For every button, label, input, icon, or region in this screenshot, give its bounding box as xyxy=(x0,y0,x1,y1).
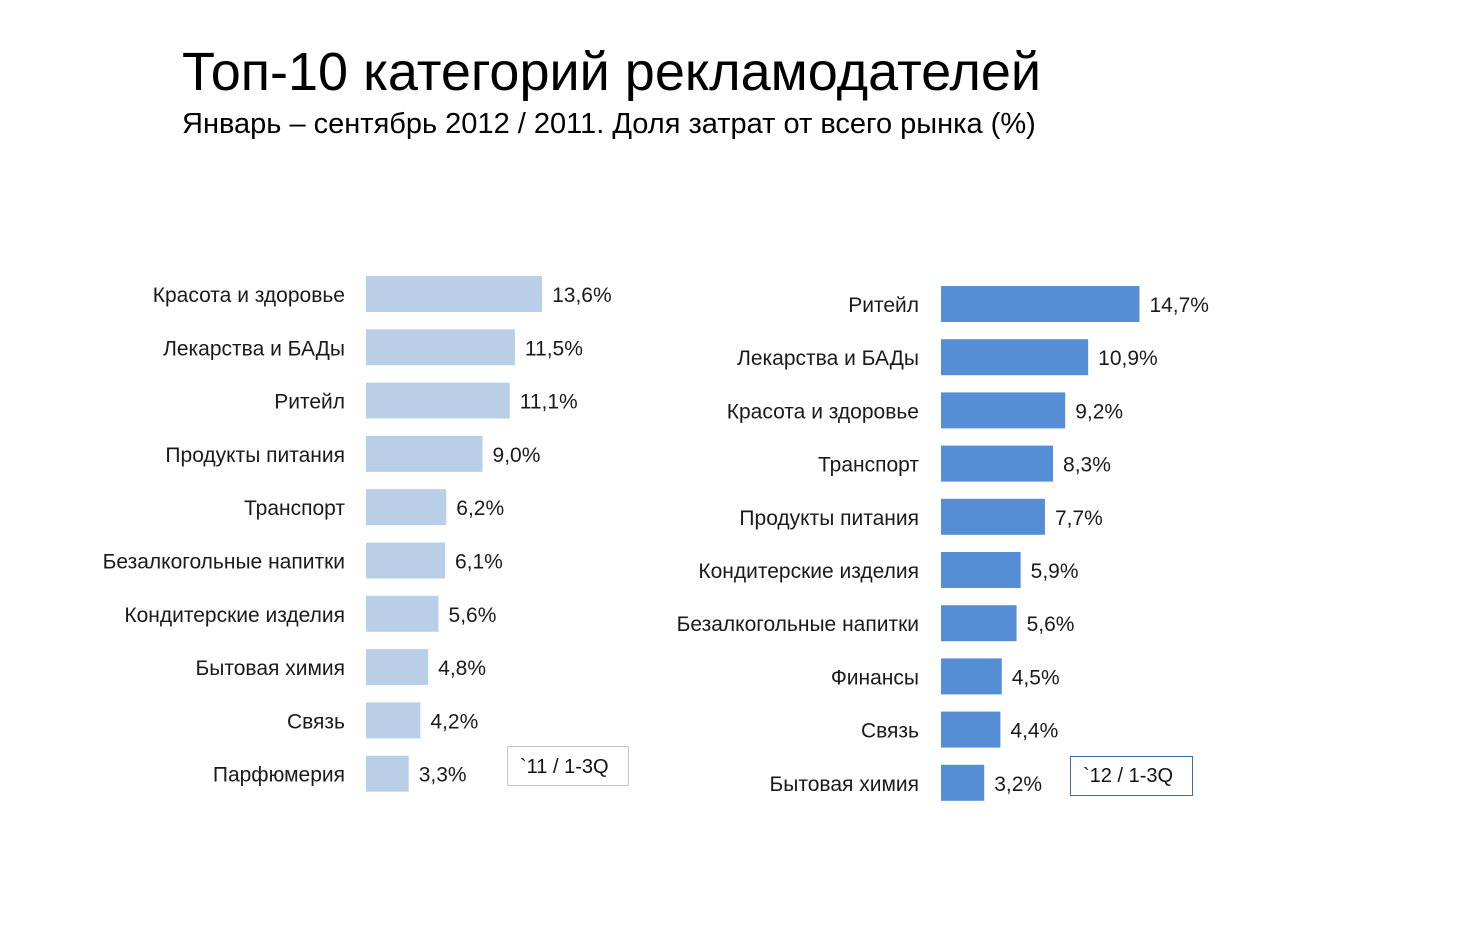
category-label: Продукты питания xyxy=(739,507,919,530)
bar xyxy=(941,658,1002,695)
value-label: 5,6% xyxy=(449,604,497,627)
bar xyxy=(366,595,439,632)
category-label: Транспорт xyxy=(818,454,919,477)
category-label: Ритейл xyxy=(274,391,345,414)
value-label: 9,2% xyxy=(1075,400,1123,423)
bar xyxy=(366,382,510,419)
category-label: Связь xyxy=(287,710,345,733)
chart-title: Топ-10 категорий рекламодателей xyxy=(182,42,1042,102)
bar xyxy=(366,435,483,472)
value-label: 4,5% xyxy=(1012,666,1060,689)
bar xyxy=(366,542,445,579)
bar xyxy=(941,445,1054,482)
value-label: 13,6% xyxy=(552,284,612,307)
bar xyxy=(941,286,1140,322)
value-label: 10,9% xyxy=(1098,347,1158,370)
value-label: 11,5% xyxy=(525,337,583,360)
category-label: Лекарства и БАДы xyxy=(737,347,919,370)
category-label: Кондитерские изделия xyxy=(124,604,345,627)
bar xyxy=(366,276,543,312)
category-label: Лекарства и БАДы xyxy=(163,337,345,360)
category-label: Финансы xyxy=(831,666,919,689)
bar xyxy=(366,755,409,792)
category-label: Красота и здоровье xyxy=(727,400,919,423)
value-label: 4,4% xyxy=(1010,720,1058,743)
period-label-2011: `11 / 1-3Q xyxy=(507,746,629,786)
value-label: 4,2% xyxy=(430,710,478,733)
value-label: 5,6% xyxy=(1027,613,1075,636)
bar xyxy=(941,392,1066,429)
category-label: Бытовая химия xyxy=(195,657,345,680)
chart-subtitle: Январь – сентябрь 2012 / 2011. Доля затр… xyxy=(182,108,1036,140)
bar xyxy=(366,329,515,366)
category-label: Парфюмерия xyxy=(213,764,345,787)
category-label: Безалкогольные напитки xyxy=(103,551,345,574)
bar xyxy=(941,339,1089,376)
value-label: 6,2% xyxy=(456,497,504,520)
value-label: 3,3% xyxy=(419,764,467,787)
category-label: Кондитерские изделия xyxy=(698,560,919,583)
bar xyxy=(366,489,447,526)
category-label: Красота и здоровье xyxy=(153,284,345,307)
value-label: 9,0% xyxy=(493,444,541,467)
category-label: Транспорт xyxy=(244,497,345,520)
value-label: 6,1% xyxy=(455,551,503,574)
bar xyxy=(941,764,985,801)
category-label: Бытовая химия xyxy=(769,773,919,796)
value-label: 14,7% xyxy=(1149,294,1209,317)
bar xyxy=(941,498,1045,535)
bar-chart-2011: Красота и здоровье 13,6% Лекарства и БАДы 1… xyxy=(103,276,612,792)
bar xyxy=(366,649,429,686)
value-label: 3,2% xyxy=(994,773,1042,796)
bar xyxy=(941,605,1017,642)
value-label: 11,1% xyxy=(520,391,578,414)
category-label: Безалкогольные напитки xyxy=(677,613,919,636)
bar xyxy=(941,711,1001,748)
value-label: 4,8% xyxy=(438,657,486,680)
bar-chart-2012: Ритейл 14,7% Лекарства и БАДы 10,9% Красота … xyxy=(677,286,1209,801)
category-label: Продукты питания xyxy=(165,444,345,467)
category-label: Ритейл xyxy=(848,294,919,317)
bar xyxy=(366,702,421,739)
value-label: 8,3% xyxy=(1063,454,1111,477)
value-label: 7,7% xyxy=(1055,507,1103,530)
category-label: Связь xyxy=(861,720,919,743)
bar xyxy=(941,552,1021,588)
period-label-2012: `12 / 1-3Q xyxy=(1070,756,1193,796)
value-label: 5,9% xyxy=(1031,560,1079,583)
